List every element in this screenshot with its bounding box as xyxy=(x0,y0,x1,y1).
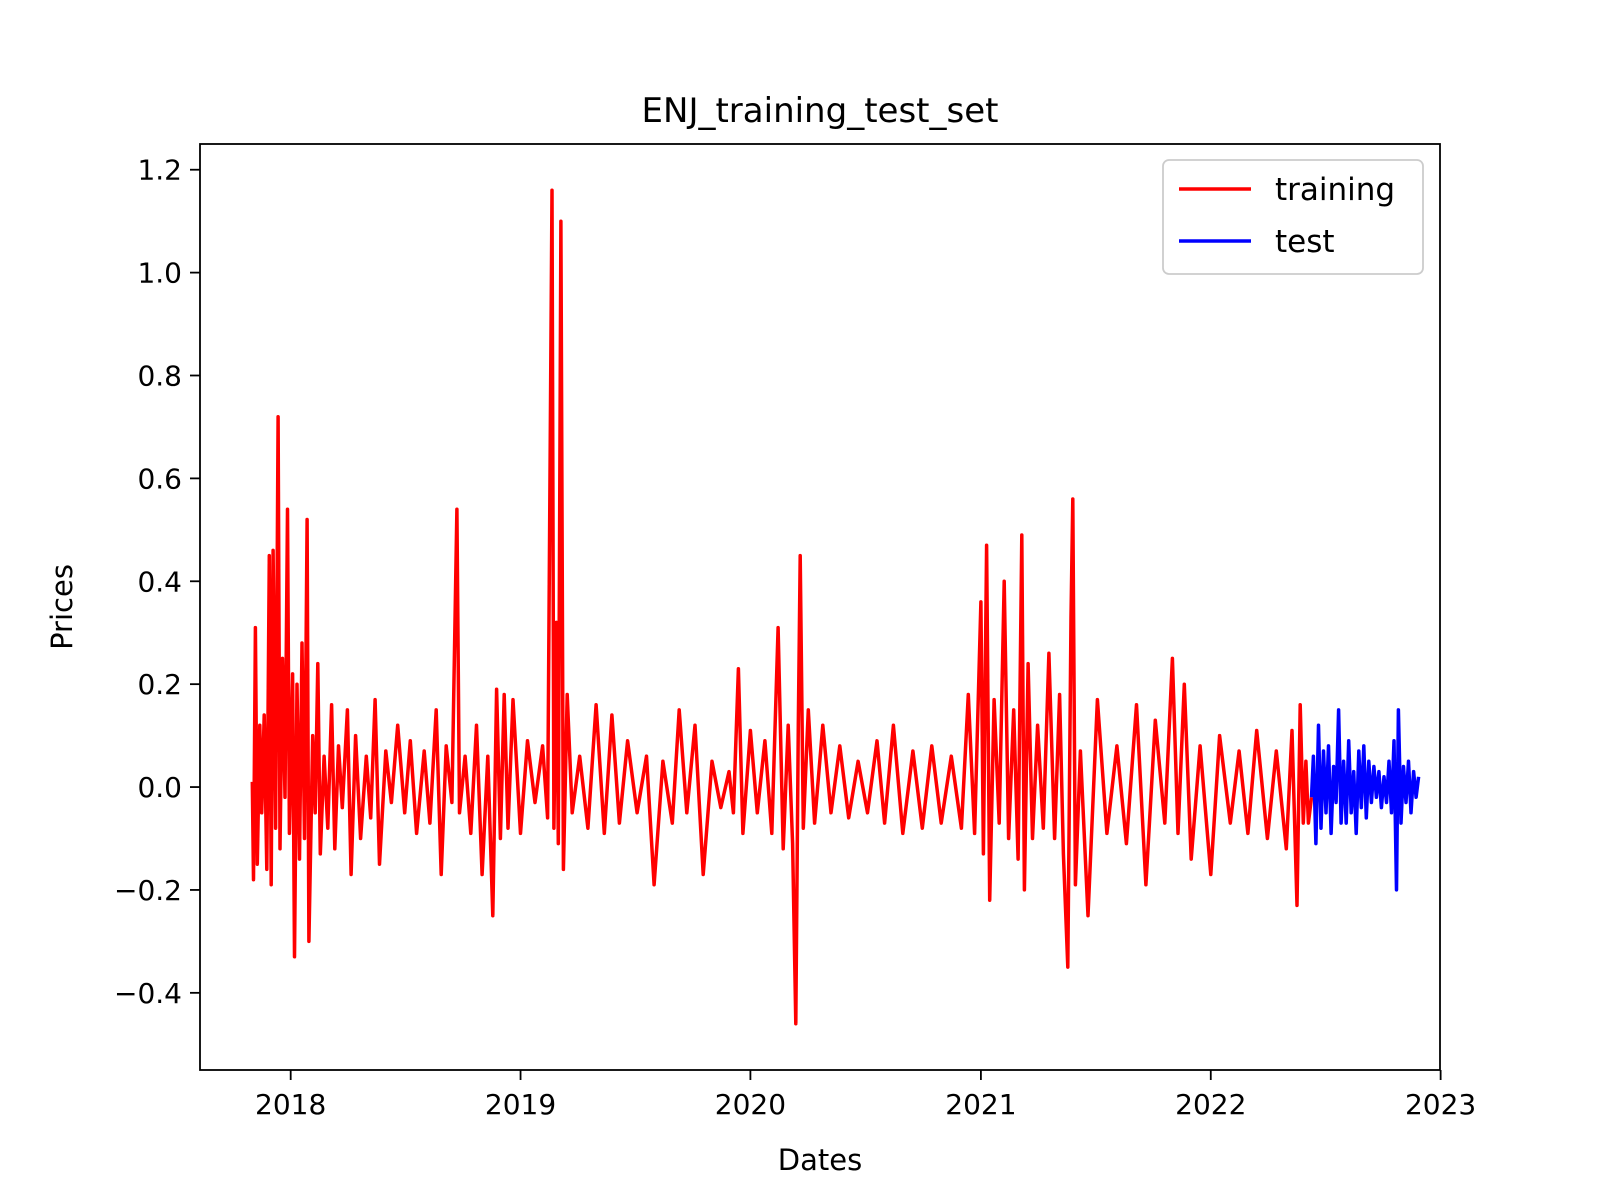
series-layer xyxy=(250,188,1421,1026)
y-tick-label: 0.8 xyxy=(137,360,182,393)
legend-label-training: training xyxy=(1275,172,1395,208)
plot-frame xyxy=(199,143,1441,1071)
y-tick-label: −0.4 xyxy=(114,977,182,1010)
x-tick-label: 2020 xyxy=(715,1088,786,1121)
x-tick-label: 2023 xyxy=(1405,1088,1476,1121)
legend-label-test: test xyxy=(1275,224,1335,260)
x-tick-label: 2021 xyxy=(945,1088,1016,1121)
y-tick-label: 1.2 xyxy=(137,154,182,187)
y-axis-label: Prices xyxy=(45,564,79,650)
y-tick-label: −0.2 xyxy=(114,874,182,907)
x-tick-label: 2019 xyxy=(485,1088,556,1121)
chart-title: ENJ_training_test_set xyxy=(642,91,999,131)
x-tick-label: 2018 xyxy=(255,1088,326,1121)
y-tick-label: 0.0 xyxy=(137,771,182,804)
y-tick-label: 1.0 xyxy=(137,257,182,290)
y-axis-ticks: −0.4 −0.2 0.0 0.2 0.4 0.6 0.8 1.0 1.2 xyxy=(114,154,200,1010)
series-line-training xyxy=(250,188,1314,1026)
y-tick-label: 0.6 xyxy=(137,462,182,495)
legend: training test xyxy=(1162,159,1424,275)
x-tick-label: 2022 xyxy=(1175,1088,1246,1121)
series-line-test xyxy=(1309,708,1421,892)
y-tick-label: 0.4 xyxy=(137,565,182,598)
x-axis-label: Dates xyxy=(778,1143,862,1177)
y-tick-label: 0.2 xyxy=(137,668,182,701)
x-axis-ticks: 2018 2019 2020 2021 2022 2023 xyxy=(255,1070,1476,1121)
